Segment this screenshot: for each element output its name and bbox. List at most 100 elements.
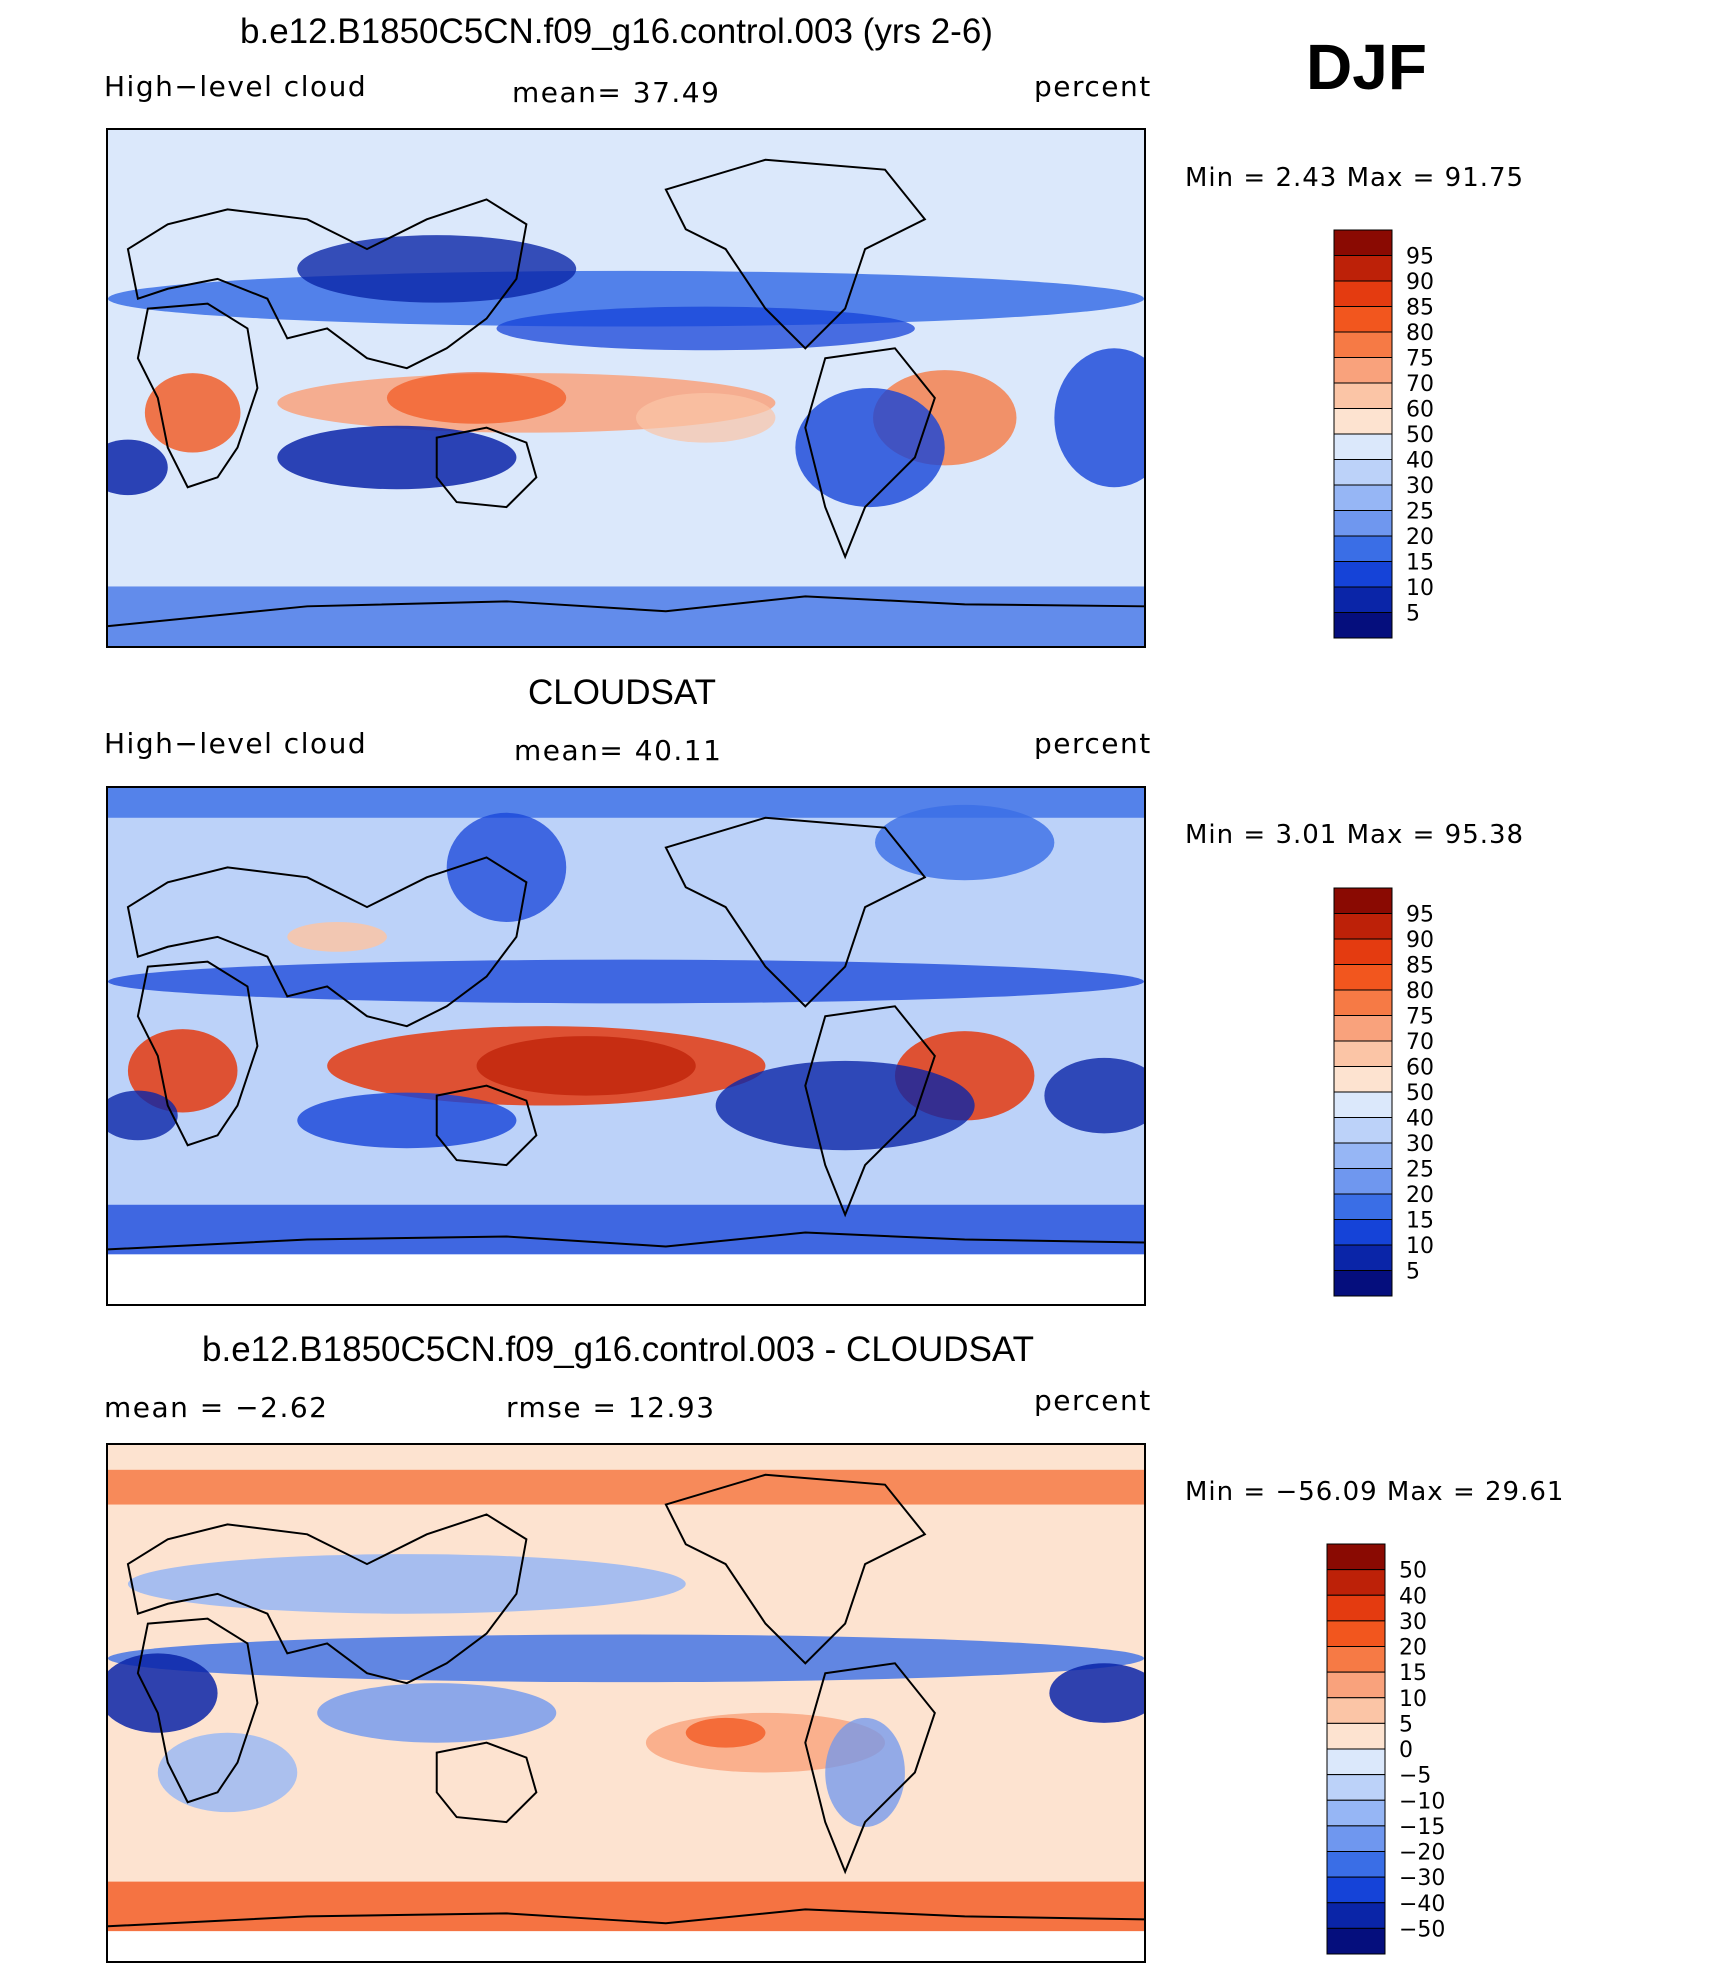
panel3-missing-data bbox=[108, 1931, 1144, 1961]
panel1-southwest-dry bbox=[108, 439, 168, 496]
panel3-field bbox=[108, 1469, 1144, 1961]
panel1-colorbar-swatch bbox=[1333, 433, 1393, 460]
panel3-colorbar-swatch bbox=[1326, 1569, 1386, 1596]
panel1-colorbar-swatch bbox=[1333, 586, 1393, 613]
panel2-colorbar-swatch bbox=[1333, 1193, 1393, 1220]
panel2-colorbar-tick-label: 10 bbox=[1406, 1234, 1434, 1259]
panel2-colorbar-tick-label: 85 bbox=[1406, 954, 1434, 979]
panel3-colorbar-swatch bbox=[1326, 1722, 1386, 1750]
panel3-colorbar-swatch bbox=[1326, 1671, 1386, 1699]
panel3-units-label: percent bbox=[1034, 1384, 1152, 1417]
panel3-mean-label: mean = −2.62 bbox=[104, 1391, 329, 1424]
panel2-left-label: High−level cloud bbox=[104, 727, 368, 760]
panel3-north-america-outline bbox=[664, 1473, 927, 1665]
panel3-colorbar-tick-label: 20 bbox=[1399, 1636, 1427, 1661]
panel3-colorbar-swatch bbox=[1326, 1697, 1386, 1724]
panel2-colorbar-tick-label: 25 bbox=[1406, 1158, 1434, 1183]
panel1-south-america-outline bbox=[804, 347, 936, 560]
panel1-africa-peak bbox=[144, 373, 241, 453]
panel2-colorbar-tick-label: 40 bbox=[1406, 1107, 1434, 1132]
panel2-coastlines bbox=[108, 816, 1144, 1251]
panel3-colorbar-tick-label: 0 bbox=[1399, 1738, 1413, 1763]
panel2-colorbar-swatch bbox=[1333, 1015, 1393, 1042]
panel3-maritime-negative bbox=[317, 1683, 557, 1743]
panel2-map bbox=[106, 786, 1146, 1306]
panel3-atlantic-negative bbox=[1049, 1663, 1144, 1723]
panel2-colorbar-tick-label: 50 bbox=[1406, 1081, 1434, 1106]
panel1-colorbar-tick-label: 5 bbox=[1406, 602, 1420, 627]
panel1-colorbar-tick-label: 40 bbox=[1406, 449, 1434, 474]
panel3-colorbar-swatch bbox=[1326, 1620, 1386, 1647]
panel3-africa-outline bbox=[136, 1617, 259, 1804]
panel2-colorbar-swatch bbox=[1333, 1117, 1393, 1144]
panel3-south-pacific-peak bbox=[685, 1717, 766, 1748]
panel2-colorbar-tick-label: 15 bbox=[1406, 1209, 1434, 1234]
panel2-colorbar-swatch bbox=[1333, 1066, 1393, 1093]
panel2-colorbar-tick-label: 5 bbox=[1406, 1260, 1420, 1285]
panel2-mediterranean-patch bbox=[287, 921, 387, 952]
panel2-colorbar-swatch bbox=[1333, 887, 1393, 914]
panel1-spcz bbox=[635, 392, 776, 443]
panel2-northern-dry-band bbox=[108, 959, 1144, 1004]
panel3-colorbar-tick-label: −5 bbox=[1399, 1764, 1431, 1789]
panel2-canada-dry bbox=[875, 804, 1055, 881]
panel3-colorbar-tick-label: −15 bbox=[1399, 1815, 1445, 1840]
panel2-colorbar-tick-label: 30 bbox=[1406, 1132, 1434, 1157]
panel2-colorbar-tick-label: 20 bbox=[1406, 1183, 1434, 1208]
panel2-min-max: Min = 3.01 Max = 95.38 bbox=[1185, 820, 1525, 850]
panel3-colorbar-tick-label: 5 bbox=[1399, 1712, 1413, 1737]
panel3-south-america-outline bbox=[804, 1662, 936, 1875]
panel1-map bbox=[106, 128, 1146, 648]
panel2-colorbar-tick-label: 75 bbox=[1406, 1005, 1434, 1030]
panel3-colorbar-swatch bbox=[1326, 1543, 1386, 1571]
panel3-tropical-negative bbox=[108, 1634, 1144, 1683]
panel3-arctic-positive bbox=[108, 1469, 1144, 1505]
panel2-colorbar-tick-label: 90 bbox=[1406, 928, 1434, 953]
panel1-colorbar-tick-label: 75 bbox=[1406, 347, 1434, 372]
panel2-map-svg bbox=[108, 788, 1144, 1304]
panel1-colorbar-swatch bbox=[1333, 357, 1393, 384]
panel2-australia-outline bbox=[435, 1084, 538, 1167]
panel1-colorbar-swatch bbox=[1333, 255, 1393, 282]
panel1-colorbar-tick-label: 50 bbox=[1406, 423, 1434, 448]
panel2-colorbar-tick-label: 60 bbox=[1406, 1056, 1434, 1081]
panel1-colorbar-tick-label: 80 bbox=[1406, 321, 1434, 346]
panel1-colorbar-swatch bbox=[1333, 280, 1393, 307]
panel1-colorbar-swatch bbox=[1333, 229, 1393, 256]
panel1-colorbar-swatch bbox=[1333, 331, 1393, 358]
panel1-colorbar-tick-label: 20 bbox=[1406, 525, 1434, 550]
panel3-colorbar-tick-label: −30 bbox=[1399, 1866, 1445, 1891]
panel3-title: b.e12.B1850C5CN.f09_g16.control.003 - CL… bbox=[202, 1330, 1035, 1369]
panel2-missing-data bbox=[108, 1254, 1144, 1304]
panel2-africa-outline bbox=[136, 960, 259, 1147]
panel1-south-indian-dry bbox=[277, 425, 517, 490]
panel1-title: b.e12.B1850C5CN.f09_g16.control.003 (yrs… bbox=[240, 12, 993, 51]
panel2-colorbar-swatch bbox=[1333, 913, 1393, 940]
panel2-antarctica-outline bbox=[108, 1231, 1144, 1251]
panel2-southern-band bbox=[108, 1204, 1144, 1255]
panel1-colorbar-swatch bbox=[1333, 382, 1393, 409]
panel1-colorbar-tick-label: 25 bbox=[1406, 500, 1434, 525]
panel2-colorbar-swatch bbox=[1333, 938, 1393, 965]
panel3-rmse-label: rmse = 12.93 bbox=[506, 1391, 716, 1424]
panel3-colorbar-swatch bbox=[1326, 1851, 1386, 1878]
panel2-title: CLOUDSAT bbox=[528, 673, 716, 712]
panel1-map-svg bbox=[108, 130, 1144, 646]
panel3-colorbar-tick-label: −40 bbox=[1399, 1892, 1445, 1917]
panel2-colorbar-swatch bbox=[1333, 1040, 1393, 1067]
panel1-colorbar-tick-label: 30 bbox=[1406, 474, 1434, 499]
panel2-colorbar-tick-label: 95 bbox=[1406, 903, 1434, 928]
panel3-coastlines bbox=[108, 1473, 1144, 1928]
panel2-colorbar-swatch bbox=[1333, 1219, 1393, 1246]
panel1-colorbar-swatch bbox=[1333, 612, 1393, 639]
panel3-min-max: Min = −56.09 Max = 29.61 bbox=[1185, 1477, 1565, 1507]
panel3-colorbar-tick-label: 50 bbox=[1399, 1559, 1427, 1584]
panel2-south-atlantic-dry bbox=[1044, 1057, 1144, 1134]
panel1-colorbar-tick-label: 15 bbox=[1406, 551, 1434, 576]
panel2-warm-pool-peak bbox=[476, 1036, 696, 1096]
panel2-colorbar-tick-label: 70 bbox=[1406, 1030, 1434, 1055]
panel2-colorbar-swatch bbox=[1333, 1091, 1393, 1118]
